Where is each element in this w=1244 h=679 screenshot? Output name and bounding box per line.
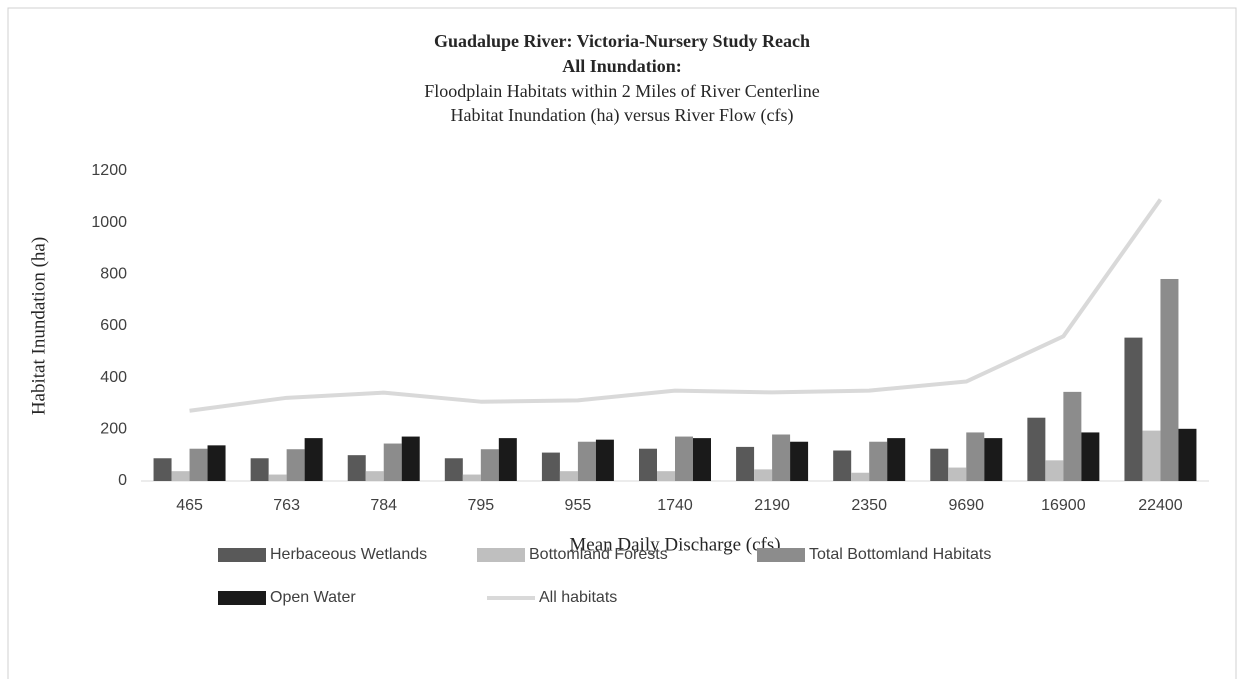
bar [207,445,226,481]
y-tick-label: 600 [100,317,127,334]
bar [153,458,172,481]
x-tick-label: 465 [176,497,203,514]
bar [559,471,578,481]
legend-label: Herbaceous Wetlands [270,546,427,563]
legend-swatch [757,548,805,562]
y-tick-label: 400 [100,369,127,386]
bar [639,448,657,481]
bar [930,448,949,481]
bar [171,471,190,481]
legend-label: Total Bottomland Habitats [809,546,991,563]
line-series [189,198,1163,413]
bar [498,438,517,481]
bar [736,446,755,481]
bar [887,438,906,481]
x-tick-label: 9690 [948,497,984,514]
x-tick-label: 795 [467,497,494,514]
bar [1178,428,1197,481]
bar [541,452,560,481]
bar [268,474,287,481]
chart-subtitle: Floodplain Habitats within 2 Miles of Ri… [424,81,819,101]
y-tick-label: 200 [100,421,127,438]
bar [1081,432,1100,481]
x-tick-label: 2350 [851,497,887,514]
bar [1027,417,1046,481]
x-tick-label: 1740 [657,497,693,514]
x-tick-label: 784 [370,497,397,514]
legend-label: All habitats [539,589,617,606]
bar [984,438,1003,481]
x-tick-label: 763 [273,497,300,514]
bar [462,474,481,481]
bar [657,471,675,481]
legend-label: Open Water [270,589,356,606]
bar [480,449,499,481]
bar [383,443,402,481]
bar [833,450,852,481]
legend-label: Bottomland Forests [529,546,668,563]
bar [365,471,384,481]
legend-swatch [218,548,266,562]
chart-subtitle: Habitat Inundation (ha) versus River Flo… [451,105,794,126]
bar [966,432,985,481]
y-tick-label: 1000 [91,214,127,231]
bar [1045,460,1064,481]
y-tick-label: 0 [118,472,127,489]
bar [693,438,711,481]
bar [948,467,967,481]
bar [754,469,773,481]
bar [250,458,269,481]
x-tick-label: 955 [565,497,592,514]
bar [347,455,366,481]
bar [189,448,208,481]
bar [675,436,693,481]
x-tick-label: 16900 [1041,497,1086,514]
bar [401,436,420,481]
bar [286,449,305,481]
bar [1063,391,1082,481]
x-tick-label: 22400 [1138,497,1183,514]
x-axis-label: Mean Daily Discharge (cfs) [569,534,780,555]
y-axis-label: Habitat Inundation (ha) [28,237,49,415]
legend-swatch [218,591,266,605]
chart-title: Guadalupe River: Victoria-Nursery Study … [434,31,810,51]
chart-title: All Inundation: [562,56,682,76]
chart-frame [7,7,1237,679]
bar [304,438,323,481]
bar [851,472,870,481]
bar [595,439,614,481]
bar [444,458,463,481]
bar [1160,278,1179,481]
bar [1124,337,1143,481]
bar [869,441,888,481]
bar [772,434,791,481]
bar [577,441,596,481]
y-tick-label: 1200 [91,162,127,179]
bar [790,441,809,481]
x-tick-label: 2190 [754,497,790,514]
bar [1142,430,1161,481]
y-tick-label: 800 [100,266,127,283]
legend-swatch [477,548,525,562]
